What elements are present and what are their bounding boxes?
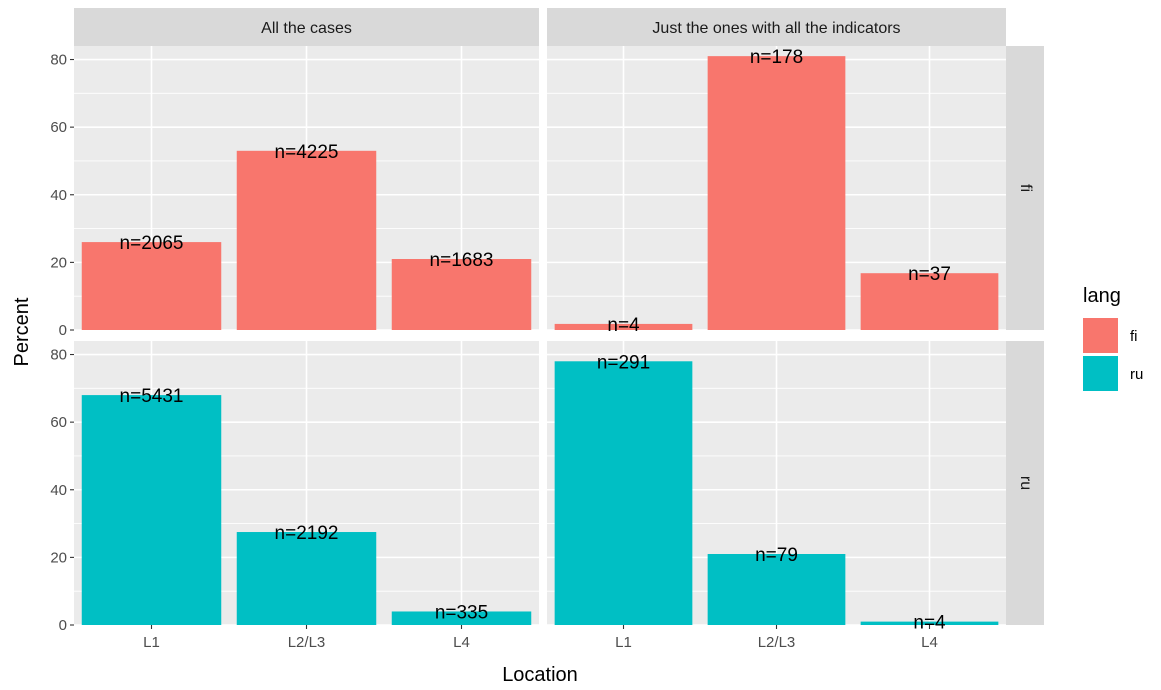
bar-fi-L4: [391, 259, 532, 330]
bar-label: n=1683: [430, 250, 494, 271]
legend-key-ru: [1083, 356, 1118, 391]
column-strip: [547, 8, 1006, 46]
bar-fi-L1: [81, 242, 222, 330]
panels-layer: n=2065 n=4225 n=1683 n=4 n=178 n=37 n=5431 n=21…: [74, 46, 1006, 634]
y-tick-label: 60: [50, 414, 67, 431]
row-strip: [1006, 46, 1044, 330]
row-strip-label: ru: [1017, 476, 1034, 490]
bar-label: n=4225: [275, 142, 339, 163]
legend-title: lang: [1083, 285, 1121, 307]
bar-fi-L1: [554, 323, 693, 330]
x-tick-label: L2/L3: [288, 634, 326, 651]
legend-key-fi: [1083, 318, 1118, 353]
y-tick-label: 60: [50, 119, 67, 136]
bar-label: n=4: [913, 613, 946, 634]
facet-strips: All the cases Just the ones with all the …: [74, 8, 1044, 625]
column-strip: [74, 8, 539, 46]
bar-label: n=37: [908, 264, 951, 285]
panel-1-1: n=291 n=79 n=4: [547, 341, 1006, 634]
x-axis-title: Location: [502, 664, 578, 686]
legend-label-ru: ru: [1130, 366, 1143, 383]
panel-0-0: n=2065 n=4225 n=1683: [74, 46, 539, 331]
y-tick-label: 40: [50, 187, 67, 204]
y-tick-label: 80: [50, 52, 67, 69]
bar-ru-L4: [860, 621, 999, 625]
bar-fi-L2/L3: [707, 56, 846, 331]
bar-ru-L2/L3: [707, 554, 846, 625]
bar-ru-L2/L3: [236, 532, 377, 625]
bar-ru-L1: [81, 395, 222, 625]
x-tick-label: L4: [921, 634, 938, 651]
column-strip-label: All the cases: [261, 20, 352, 37]
y-tick-label: 20: [50, 254, 67, 271]
bar-label: n=4: [607, 315, 640, 336]
panel-1-0: n=4 n=178 n=37: [547, 46, 1006, 336]
x-tick-label: L1: [143, 634, 160, 651]
legend-label-fi: fi: [1130, 328, 1138, 345]
row-strip: [1006, 341, 1044, 625]
bar-ru-L1: [554, 361, 693, 625]
x-tick-label: L4: [453, 634, 470, 651]
bar-label: n=2192: [275, 523, 339, 544]
bar-fi-L4: [860, 273, 999, 330]
y-tick-label: 0: [59, 617, 67, 634]
bar-label: n=5431: [120, 386, 184, 407]
y-axis-title: Percent: [11, 297, 33, 366]
y-tick-label: 80: [50, 347, 67, 364]
y-tick-label: 20: [50, 549, 67, 566]
bar-ru-L4: [391, 611, 532, 625]
axes-layer: 0 20 40 60 80 0 20 40 60 80 L1 L2/L3 L4 L1 L2/L3 L4: [50, 52, 938, 651]
legend: lang fi ru: [1083, 285, 1143, 391]
bar-label: n=291: [597, 352, 650, 373]
bar-label: n=2065: [120, 233, 184, 254]
bar-label: n=335: [435, 602, 488, 623]
x-tick-label: L1: [615, 634, 632, 651]
bar-label: n=178: [750, 47, 803, 68]
bar-label: n=79: [755, 545, 798, 566]
y-tick-label: 40: [50, 482, 67, 499]
row-strip-label: fi: [1017, 184, 1034, 192]
bar-fi-L2/L3: [236, 150, 377, 330]
y-tick-label: 0: [59, 322, 67, 339]
x-tick-label: L2/L3: [758, 634, 796, 651]
panel-0-1: n=5431 n=2192 n=335: [74, 341, 539, 626]
column-strip-label: Just the ones with all the indicators: [652, 20, 900, 37]
